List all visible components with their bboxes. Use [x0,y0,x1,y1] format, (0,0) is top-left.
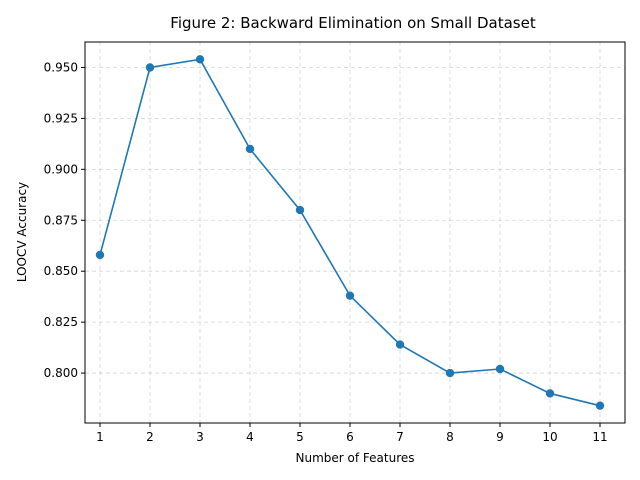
x-tick-label: 10 [542,430,557,444]
y-tick-label: 0.900 [44,162,78,176]
x-tick-label: 3 [196,430,204,444]
data-point [445,368,455,378]
x-tick-label: 1 [96,430,104,444]
x-tick-label: 9 [496,430,504,444]
grid [85,42,625,423]
x-tick-label: 5 [296,430,304,444]
x-tick-label: 11 [592,430,607,444]
chart-title: Figure 2: Backward Elimination on Small … [170,14,536,32]
y-tick-label: 0.875 [44,213,78,227]
y-tick-label: 0.800 [44,366,78,380]
data-point [345,291,355,300]
axis-ticks: 1 2 3 4 5 6 7 8 9 10 11 0.800 0.825 0.850 0.875 0.900 0.… [44,60,608,444]
data-point [295,205,305,215]
data-point [545,389,555,398]
x-tick-label: 2 [146,430,154,444]
series [95,55,605,410]
x-tick-label: 7 [396,430,404,444]
x-tick-label: 4 [246,430,254,444]
data-point [245,144,255,154]
y-tick-label: 0.925 [44,111,78,125]
x-tick-label: 6 [346,430,354,444]
plot-area-frame [84,41,626,424]
x-axis-label: Number of Features [296,451,415,465]
data-point [495,364,505,374]
y-tick-label: 0.850 [44,264,78,278]
y-axis-label: LOOCV Accuracy [15,182,29,282]
x-tick-label: 8 [446,430,454,444]
data-point [95,250,105,260]
data-point [145,63,155,72]
data-point [595,401,605,410]
data-point [395,340,405,349]
y-tick-label: 0.825 [44,315,78,329]
y-tick-label: 0.950 [44,60,78,74]
data-point [195,55,205,64]
